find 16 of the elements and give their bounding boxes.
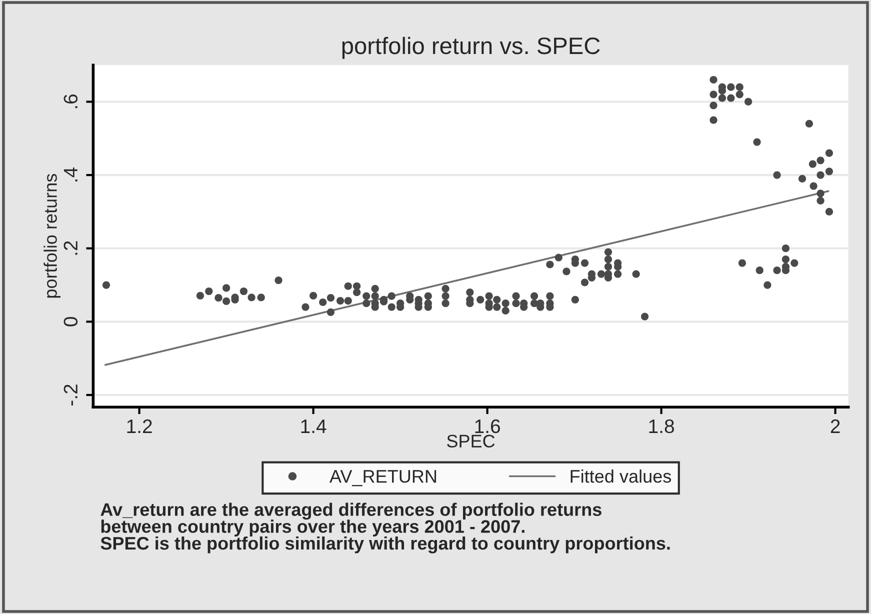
x-tick-label: 1.4 xyxy=(301,420,326,433)
chart-title: portfolio return vs. SPEC xyxy=(342,36,600,59)
y-axis-title: portfolio returns xyxy=(44,174,60,298)
y-tick-label: .6 xyxy=(64,94,78,108)
legend-label: AV_RETURN xyxy=(330,470,436,486)
x-tick-label: 2 xyxy=(830,419,840,433)
y-tick-label: -.2 xyxy=(64,384,78,406)
y-tick-label: 0 xyxy=(64,317,78,326)
text: Av_return are the averaged differences of portfolio returns between country pairs over the years 2001 - 2007. SPEC is the portfolio similarity with regard to country proportions. xyxy=(100,502,670,554)
y-tick-label: .2 xyxy=(64,241,78,255)
x-tick-label: 1.8 xyxy=(649,419,674,434)
x-tick-label: 1.2 xyxy=(127,419,152,433)
legend-label: Fitted values xyxy=(570,470,672,483)
x-axis-title: SPEC xyxy=(447,434,495,448)
y-tick-label: .4 xyxy=(64,168,78,182)
x-tick-label: 1.6 xyxy=(475,419,500,434)
